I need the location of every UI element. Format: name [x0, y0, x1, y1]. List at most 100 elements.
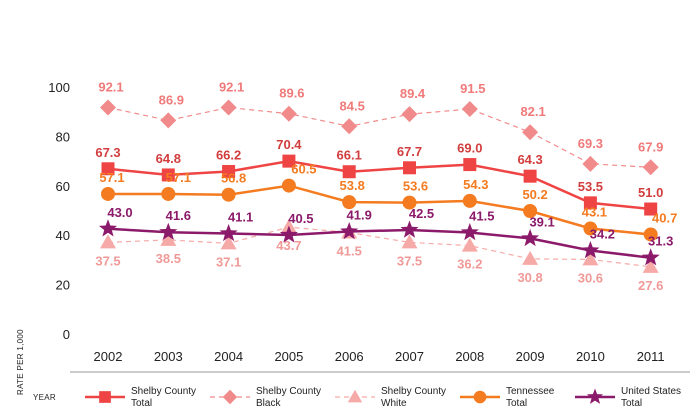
x-tick-label: 2007	[395, 349, 424, 364]
data-point-circle	[462, 193, 477, 208]
data-point-triangle	[522, 250, 539, 265]
data-point-circle	[523, 204, 538, 219]
x-tick-label: 2010	[576, 349, 605, 364]
data-point-square	[161, 168, 175, 182]
data-label: 40.7	[652, 210, 677, 225]
data-label: 27.6	[638, 278, 663, 293]
data-label: 67.9	[638, 139, 663, 154]
data-label: 51.0	[638, 185, 663, 200]
data-point-square	[342, 165, 356, 179]
data-label: 39.1	[529, 214, 554, 229]
data-label: 41.5	[337, 243, 362, 258]
data-point-star	[340, 222, 359, 240]
series-shelby-county-black	[100, 99, 659, 176]
data-label: 53.5	[578, 179, 603, 194]
data-point-circle	[281, 178, 296, 193]
data-label: 89.4	[400, 86, 426, 101]
data-point-square	[282, 154, 296, 168]
data-point-diamond	[280, 105, 297, 122]
data-point-circle	[221, 187, 236, 202]
data-point-circle	[342, 195, 357, 210]
data-point-diamond	[401, 106, 418, 123]
legend-label: Shelby County	[256, 386, 321, 397]
data-point-circle	[101, 186, 115, 201]
data-point-star	[641, 248, 660, 266]
data-label: 57.1	[99, 170, 124, 185]
series-tennessee-total	[101, 178, 658, 242]
data-label: 38.5	[156, 251, 181, 266]
legend-label: Total	[506, 398, 527, 409]
data-label: 43.7	[276, 238, 301, 253]
data-point-square	[463, 158, 477, 172]
series-line	[108, 184, 651, 236]
legend-marker-circle	[473, 390, 487, 404]
data-point-square	[644, 202, 658, 216]
series-layer	[98, 99, 660, 273]
data-label: 41.1	[228, 209, 253, 224]
data-label: 42.5	[409, 206, 434, 221]
data-point-triangle	[220, 235, 237, 250]
data-point-diamond	[341, 118, 358, 135]
legend-label: Total	[131, 398, 152, 409]
data-point-star	[521, 228, 540, 247]
data-label: 43.0	[107, 205, 132, 220]
series-line	[107, 106, 651, 168]
data-point-diamond	[642, 159, 659, 176]
data-label: 36.2	[457, 257, 482, 272]
x-tick-label: 2003	[154, 349, 183, 364]
legend-label: Shelby County	[131, 386, 196, 397]
data-point-square	[222, 164, 236, 178]
data-label: 54.3	[463, 177, 488, 192]
x-tick-label: 2011	[637, 349, 665, 364]
y-tick-label: 20	[56, 278, 70, 293]
data-label: 41.9	[347, 208, 372, 223]
data-point-triangle	[401, 234, 418, 249]
data-point-triangle	[582, 251, 599, 266]
data-label: 37.5	[95, 253, 120, 268]
data-point-star	[460, 223, 479, 241]
data-label: 84.5	[340, 98, 365, 113]
data-point-star	[219, 223, 238, 242]
series-line	[107, 159, 651, 211]
legend-label: Shelby County	[381, 386, 446, 397]
series-shelby-county-total	[101, 154, 658, 216]
series-shelby-county-white	[100, 219, 659, 273]
data-point-square	[523, 169, 537, 183]
data-point-star	[581, 241, 600, 259]
data-point-triangle	[100, 234, 116, 249]
data-label: 70.4	[276, 137, 302, 152]
data-point-square	[403, 161, 416, 175]
data-point-diamond	[461, 100, 478, 117]
data-label: 31.3	[648, 234, 673, 249]
series-united-states-total	[98, 219, 660, 266]
data-label: 57.1	[166, 170, 191, 185]
data-label: 66.2	[216, 147, 241, 162]
x-tick-label: 2006	[335, 349, 364, 364]
x-axis-title: YEAR	[33, 393, 56, 402]
data-label: 41.6	[166, 208, 191, 223]
data-point-triangle	[160, 231, 177, 246]
data-label: 69.0	[457, 141, 482, 156]
data-label: 34.2	[590, 227, 615, 242]
data-label: 53.6	[403, 179, 428, 194]
legend-marker-diamond	[222, 389, 238, 405]
series-line	[107, 226, 651, 268]
legend-label: Total	[621, 398, 642, 409]
y-tick-label: 100	[48, 80, 70, 95]
x-tick-label: 2002	[94, 349, 123, 364]
x-tick-label: 2005	[274, 349, 303, 364]
data-label: 30.8	[517, 270, 542, 285]
data-point-diamond	[522, 124, 539, 141]
data-point-triangle	[642, 258, 659, 273]
data-label: 89.6	[279, 86, 304, 101]
y-axis-ticks: 0 20 40 60 80 100	[48, 80, 70, 342]
series-line	[107, 227, 651, 259]
data-label: 43.1	[582, 205, 607, 220]
data-label: 91.5	[460, 81, 485, 96]
data-label: 60.5	[291, 162, 316, 177]
data-label: 64.3	[517, 152, 542, 167]
